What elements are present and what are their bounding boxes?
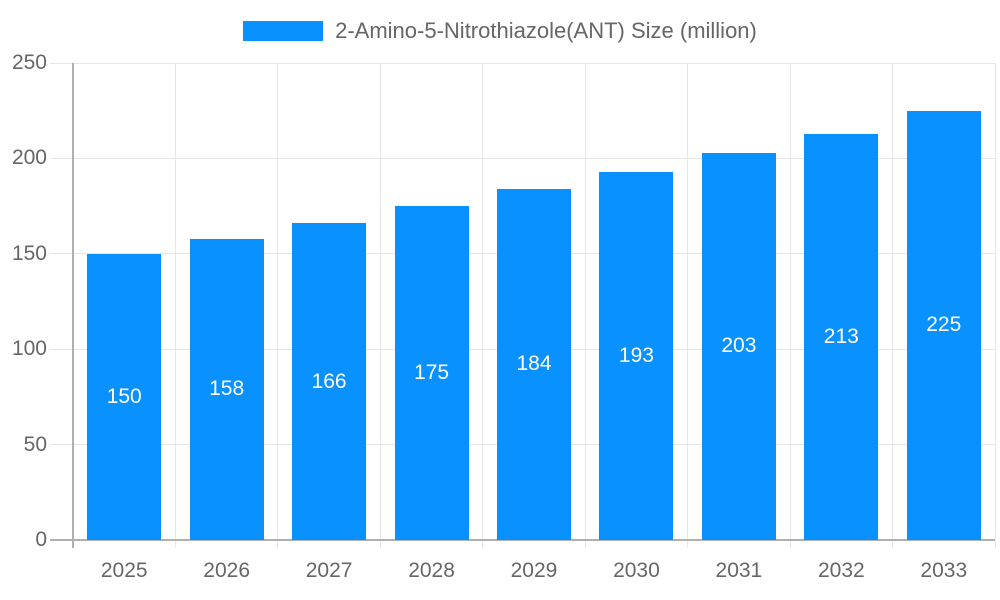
x-axis-tick xyxy=(584,540,586,548)
bar-2027[interactable] xyxy=(292,223,367,540)
bar-2026[interactable] xyxy=(189,238,264,540)
x-axis-label: 2033 xyxy=(920,559,968,582)
y-axis-line xyxy=(72,63,74,548)
x-gridline xyxy=(994,63,996,540)
bar-value-label: 150 xyxy=(106,384,142,408)
bar-value-label: 166 xyxy=(311,369,347,393)
x-axis-label: 2031 xyxy=(715,559,763,582)
bar-value-label: 175 xyxy=(414,361,450,385)
y-axis-tick-label: 100 xyxy=(11,337,47,361)
x-axis-tick xyxy=(482,540,484,548)
bar-value-label: 213 xyxy=(823,324,859,348)
bar-2030[interactable] xyxy=(599,171,674,540)
x-axis-tick xyxy=(687,540,689,548)
y-axis-tick-label: 150 xyxy=(11,241,47,265)
x-axis-line xyxy=(50,539,995,541)
bar-2028[interactable] xyxy=(394,206,469,540)
x-gridline xyxy=(687,63,689,540)
bar-2032[interactable] xyxy=(804,133,879,540)
x-gridline xyxy=(482,63,484,540)
x-axis-tick xyxy=(892,540,894,548)
y-gridline xyxy=(50,157,995,159)
x-gridline xyxy=(174,63,176,540)
bar-value-label: 158 xyxy=(209,377,245,401)
x-gridline xyxy=(789,63,791,540)
bar-value-label: 193 xyxy=(618,343,654,367)
bar-value-label: 203 xyxy=(721,334,757,358)
x-axis-label: 2027 xyxy=(305,559,353,582)
bar-2033[interactable] xyxy=(906,110,981,540)
x-axis-tick xyxy=(277,540,279,548)
x-axis-label: 2025 xyxy=(100,559,148,582)
y-axis-tick-label: 200 xyxy=(11,146,47,170)
x-gridline xyxy=(379,63,381,540)
bar-2031[interactable] xyxy=(701,152,776,540)
x-axis-label: 2032 xyxy=(817,559,865,582)
y-axis-tick-label: 0 xyxy=(35,528,47,551)
x-gridline xyxy=(892,63,894,540)
x-axis-tick xyxy=(994,540,996,548)
x-axis-tick xyxy=(379,540,381,548)
legend-label: 2-Amino-5-Nitrothiazole(ANT) Size (milli… xyxy=(335,18,757,43)
chart-legend[interactable]: 2-Amino-5-Nitrothiazole(ANT) Size (milli… xyxy=(0,18,1000,44)
bar-2029[interactable] xyxy=(497,188,571,540)
x-gridline xyxy=(277,63,279,540)
bar-value-label: 225 xyxy=(926,313,962,337)
bar-2025[interactable] xyxy=(87,253,162,540)
y-axis-tick-label: 250 xyxy=(11,51,47,74)
x-axis-label: 2028 xyxy=(408,559,455,582)
x-axis-label: 2029 xyxy=(510,559,558,582)
x-axis-label: 2026 xyxy=(203,559,251,582)
y-axis-tick-label: 50 xyxy=(23,432,47,456)
x-axis-tick xyxy=(174,540,176,548)
bar-value-label: 184 xyxy=(516,352,552,376)
x-gridline xyxy=(584,63,586,540)
x-axis-tick xyxy=(789,540,791,548)
legend-swatch-icon xyxy=(243,21,324,41)
y-gridline xyxy=(50,62,995,64)
x-axis-label: 2030 xyxy=(613,559,660,582)
